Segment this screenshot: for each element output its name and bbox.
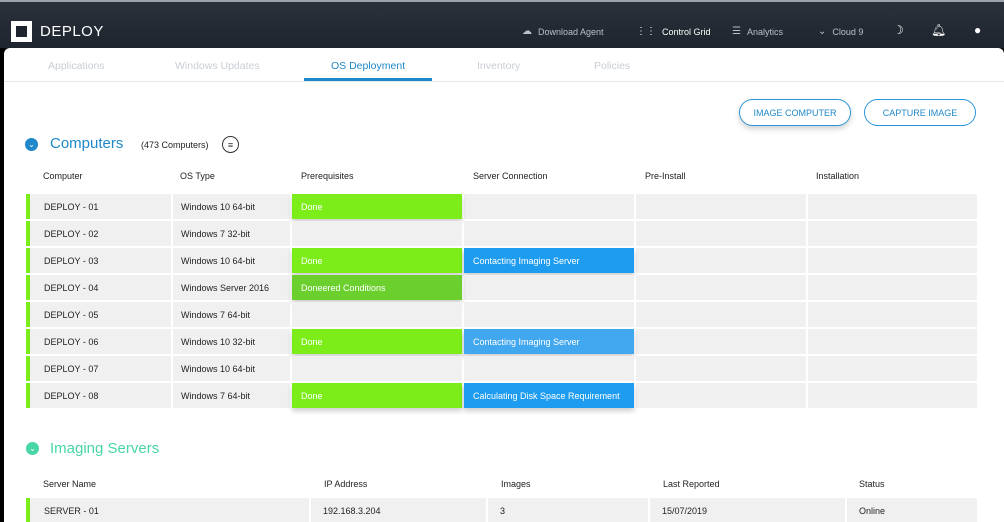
- prereq-status: Done: [292, 329, 462, 354]
- brand-name: DEPLOY: [40, 23, 104, 40]
- server-name: SERVER - 01: [30, 498, 309, 522]
- os-type: Windows 7 32-bit: [173, 221, 290, 246]
- table-row[interactable]: DEPLOY - 06 Windows 10 32-bit Done Conta…: [26, 329, 977, 354]
- col-prerequisites[interactable]: Prerequisites: [301, 171, 354, 181]
- table-row[interactable]: DEPLOY - 05 Windows 7 64-bit: [26, 302, 977, 327]
- download-agent-link[interactable]: ☁ Download Agent: [522, 26, 604, 37]
- image-computer-button[interactable]: IMAGE COMPUTER: [739, 99, 851, 126]
- chevron-down-icon: ⌄: [818, 26, 827, 37]
- os-type: Windows 7 64-bit: [173, 302, 290, 327]
- tab-bar: Applications Windows Updates OS Deployme…: [4, 48, 1004, 82]
- col-installation[interactable]: Installation: [816, 171, 860, 181]
- imaging-servers-title: Imaging Servers: [50, 440, 160, 457]
- col-pre-install[interactable]: Pre-Install: [645, 171, 686, 181]
- col-server-name[interactable]: Server Name: [43, 479, 97, 489]
- os-type: Windows 10 64-bit: [173, 194, 290, 219]
- table-row[interactable]: DEPLOY - 07 Windows 10 64-bit: [26, 356, 977, 381]
- table-row[interactable]: DEPLOY - 01 Windows 10 64-bit Done: [26, 194, 977, 219]
- analytics-link[interactable]: ☰ Analytics: [732, 26, 783, 37]
- filter-icon[interactable]: ≡: [222, 136, 239, 153]
- prereq-status: Doneered Conditions: [292, 275, 462, 300]
- col-server-connection[interactable]: Server Connection: [473, 171, 548, 181]
- tab-applications[interactable]: Applications: [48, 60, 105, 72]
- col-images[interactable]: Images: [501, 479, 531, 489]
- col-os-type[interactable]: OS Type: [180, 171, 215, 181]
- control-grid-link[interactable]: ⋮⋮ Control Grid: [636, 26, 711, 37]
- tab-policies[interactable]: Policies: [594, 60, 631, 72]
- prereq-status: Done: [292, 194, 462, 219]
- computers-count: (473 Computers): [141, 140, 209, 150]
- top-bar: DEPLOY ☁ Download Agent ⋮⋮ Control Grid …: [0, 0, 1004, 48]
- computer-name: DEPLOY - 05: [30, 302, 171, 327]
- os-type: Windows 10 64-bit: [173, 248, 290, 273]
- col-ip-address[interactable]: IP Address: [324, 479, 368, 489]
- active-tab-indicator: [304, 78, 432, 81]
- computer-name: DEPLOY - 07: [30, 356, 171, 381]
- cloud-download-icon: ☁: [522, 26, 532, 37]
- table-row[interactable]: DEPLOY - 03 Windows 10 64-bit Done Conta…: [26, 248, 977, 273]
- os-type: Windows 10 32-bit: [173, 329, 290, 354]
- moon-icon[interactable]: ☽: [893, 23, 904, 37]
- computer-name: DEPLOY - 04: [30, 275, 171, 300]
- tab-os-deployment[interactable]: OS Deployment: [331, 60, 406, 72]
- capture-image-button[interactable]: CAPTURE IMAGE: [864, 99, 976, 126]
- table-row[interactable]: SERVER - 01 192.168.3.204 3 15/07/2019 O…: [26, 498, 977, 522]
- main-panel: Applications Windows Updates OS Deployme…: [4, 48, 1004, 522]
- computer-name: DEPLOY - 03: [30, 248, 171, 273]
- computer-name: DEPLOY - 01: [30, 194, 171, 219]
- os-type: Windows Server 2016: [173, 275, 290, 300]
- os-type: Windows 10 64-bit: [173, 356, 290, 381]
- tab-windows-updates[interactable]: Windows Updates: [175, 60, 260, 72]
- computer-name: DEPLOY - 06: [30, 329, 171, 354]
- server-last-reported: 15/07/2019: [650, 498, 845, 522]
- tab-inventory[interactable]: Inventory: [477, 60, 521, 72]
- deploy-logo-icon: [11, 21, 32, 42]
- prereq-status: Done: [292, 383, 462, 408]
- os-type: Windows 7 64-bit: [173, 383, 290, 408]
- table-row[interactable]: DEPLOY - 04 Windows Server 2016 Doneered…: [26, 275, 977, 300]
- table-row[interactable]: DEPLOY - 02 Windows 7 32-bit: [26, 221, 977, 246]
- computers-title: Computers: [50, 135, 124, 152]
- computer-name: DEPLOY - 02: [30, 221, 171, 246]
- col-computer[interactable]: Computer: [43, 171, 83, 181]
- connection-status: Contacting Imaging Server: [464, 248, 634, 273]
- prereq-status: Done: [292, 248, 462, 273]
- collapse-computers-icon[interactable]: ⌄: [25, 138, 38, 151]
- computer-name: DEPLOY - 08: [30, 383, 171, 408]
- bell-icon[interactable]: 🔔︎: [931, 23, 947, 37]
- server-images: 3: [488, 498, 648, 522]
- list-icon: ☰: [732, 26, 741, 37]
- cloud-selector[interactable]: ⌄ Cloud 9: [818, 26, 864, 37]
- col-last-reported[interactable]: Last Reported: [663, 479, 720, 489]
- connection-status: Calculating Disk Space Requirement: [464, 383, 634, 408]
- table-row[interactable]: DEPLOY - 08 Windows 7 64-bit Done Calcul…: [26, 383, 977, 408]
- user-icon[interactable]: ●: [974, 23, 982, 37]
- col-status[interactable]: Status: [859, 479, 885, 489]
- connection-status: Contacting Imaging Server: [464, 329, 634, 354]
- collapse-servers-icon[interactable]: ⌄: [26, 442, 39, 455]
- server-ip: 192.168.3.204: [311, 498, 486, 522]
- grid-icon: ⋮⋮: [636, 26, 656, 37]
- server-status: Online: [847, 498, 977, 522]
